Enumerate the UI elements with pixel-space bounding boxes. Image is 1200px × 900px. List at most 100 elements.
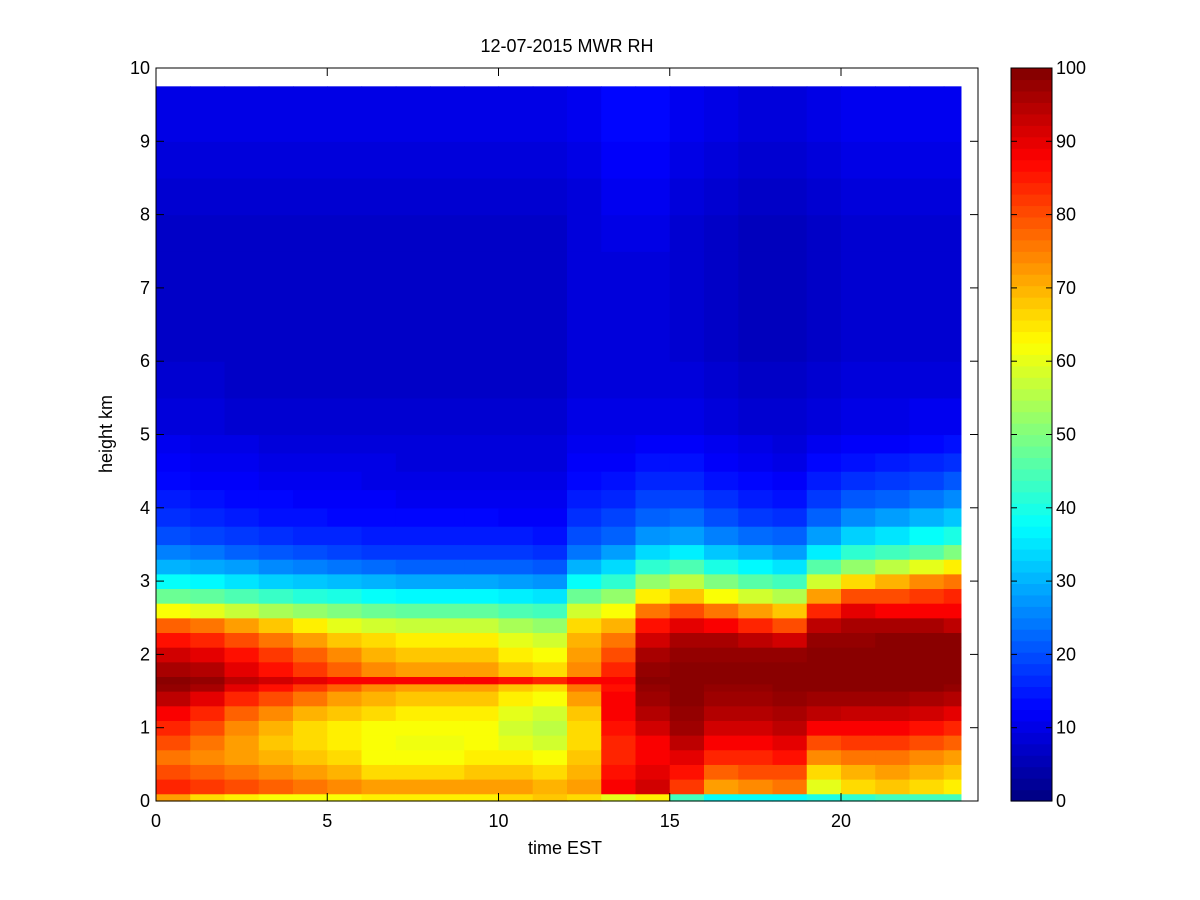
heatmap-cell bbox=[567, 603, 602, 619]
heatmap-cell bbox=[156, 735, 191, 751]
heatmap-cell bbox=[395, 588, 431, 604]
heatmap-cell bbox=[430, 588, 465, 604]
heatmap-cell bbox=[156, 793, 191, 802]
heatmap-cell bbox=[704, 793, 739, 802]
heatmap-cell bbox=[395, 434, 431, 454]
heatmap-cell bbox=[395, 632, 431, 648]
heatmap-cell bbox=[464, 691, 500, 707]
heatmap-cell bbox=[669, 86, 705, 142]
heatmap-cell bbox=[943, 489, 962, 509]
heatmap-cell bbox=[635, 749, 671, 765]
heatmap-cell bbox=[704, 141, 739, 179]
heatmap-cell bbox=[567, 683, 602, 692]
heatmap-cell bbox=[498, 324, 534, 362]
colorbar-swatch bbox=[1011, 789, 1052, 802]
heatmap-cell bbox=[567, 691, 602, 707]
heatmap-cell bbox=[669, 735, 705, 751]
colorbar-swatch bbox=[1011, 342, 1052, 355]
heatmap-cell bbox=[772, 452, 808, 472]
heatmap-cell bbox=[190, 764, 226, 780]
heatmap-cell bbox=[909, 735, 945, 751]
heatmap-cell bbox=[567, 324, 602, 362]
heatmap-cell bbox=[156, 705, 191, 721]
heatmap-cell bbox=[909, 434, 945, 454]
heatmap-cell bbox=[875, 471, 911, 491]
heatmap-cell bbox=[669, 647, 705, 663]
heatmap-cell bbox=[224, 720, 260, 736]
heatmap-cell bbox=[156, 647, 191, 663]
heatmap-cell bbox=[943, 251, 962, 289]
y-tick-label: 6 bbox=[140, 351, 150, 371]
heatmap-cell bbox=[841, 749, 876, 765]
heatmap-cell bbox=[738, 471, 774, 491]
heatmap-cell bbox=[909, 559, 945, 575]
heatmap-cell bbox=[224, 559, 260, 575]
heatmap-cell bbox=[156, 214, 191, 252]
heatmap-cell bbox=[635, 683, 671, 692]
heatmap-cell bbox=[943, 141, 962, 179]
heatmap-cell bbox=[190, 361, 226, 399]
heatmap-cell bbox=[464, 749, 500, 765]
heatmap-cell bbox=[190, 452, 226, 472]
y-tick-label: 8 bbox=[140, 205, 150, 225]
heatmap-cell bbox=[601, 764, 637, 780]
heatmap-cell bbox=[704, 617, 739, 634]
heatmap-cell bbox=[601, 735, 637, 751]
heatmap-cell bbox=[909, 617, 945, 634]
heatmap-cell bbox=[806, 559, 842, 575]
heatmap-cell bbox=[190, 683, 226, 692]
heatmap-cell bbox=[498, 720, 534, 736]
heatmap-cell bbox=[772, 647, 808, 663]
heatmap-cell bbox=[327, 324, 363, 362]
colorbar-tick-label: 30 bbox=[1056, 571, 1076, 591]
heatmap-cell bbox=[806, 526, 842, 546]
colorbar-swatch bbox=[1011, 102, 1052, 115]
heatmap-cell bbox=[909, 779, 945, 795]
heatmap-cell bbox=[395, 661, 431, 677]
heatmap-cell bbox=[258, 141, 294, 179]
heatmap-cell bbox=[532, 749, 568, 765]
heatmap-cell bbox=[293, 251, 328, 289]
heatmap-cell bbox=[875, 779, 911, 795]
heatmap-cell bbox=[293, 749, 328, 765]
heatmap-cell bbox=[190, 251, 226, 289]
heatmap-cell bbox=[738, 661, 774, 677]
colorbar-swatch bbox=[1011, 262, 1052, 275]
heatmap-cell bbox=[704, 647, 739, 663]
y-tick-label: 1 bbox=[140, 718, 150, 738]
heatmap-cell bbox=[258, 251, 294, 289]
colorbar-swatch bbox=[1011, 251, 1052, 264]
heatmap-cell bbox=[498, 544, 534, 560]
heatmap-cell bbox=[395, 683, 431, 692]
heatmap-cell bbox=[704, 397, 739, 436]
heatmap-cell bbox=[909, 793, 945, 802]
heatmap-cell bbox=[327, 705, 363, 721]
heatmap-cell bbox=[601, 177, 637, 216]
heatmap-cell bbox=[875, 489, 911, 509]
heatmap-cell bbox=[738, 573, 774, 590]
heatmap-cell bbox=[943, 705, 962, 721]
colorbar-swatch bbox=[1011, 205, 1052, 218]
heatmap-cell bbox=[635, 397, 671, 436]
heatmap-cell bbox=[498, 676, 534, 685]
heatmap-cell bbox=[430, 647, 465, 663]
y-tick-label: 9 bbox=[140, 131, 150, 151]
heatmap-cell bbox=[224, 507, 260, 527]
heatmap-cell bbox=[806, 324, 842, 362]
heatmap-cell bbox=[156, 779, 191, 795]
heatmap-cell bbox=[704, 526, 739, 546]
heatmap-cell bbox=[567, 361, 602, 399]
heatmap-cell bbox=[532, 361, 568, 399]
heatmap-cell bbox=[293, 573, 328, 590]
heatmap-cell bbox=[430, 544, 465, 560]
heatmap-cell bbox=[909, 588, 945, 604]
heatmap-cell bbox=[806, 141, 842, 179]
colorbar-tick-label: 40 bbox=[1056, 498, 1076, 518]
heatmap-cell bbox=[875, 287, 911, 326]
heatmap-cell bbox=[224, 177, 260, 216]
heatmap-cell bbox=[395, 617, 431, 634]
heatmap-cell bbox=[601, 559, 637, 575]
heatmap-cell bbox=[498, 691, 534, 707]
heatmap-cell bbox=[464, 573, 500, 590]
heatmap-cell bbox=[669, 434, 705, 454]
